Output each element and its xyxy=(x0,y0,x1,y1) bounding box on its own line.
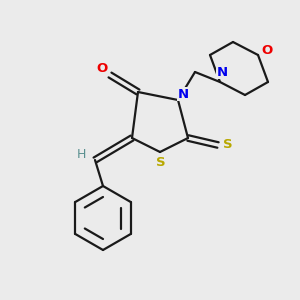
Text: N: N xyxy=(216,65,228,79)
Text: H: H xyxy=(76,148,86,161)
Text: N: N xyxy=(177,88,189,100)
Text: S: S xyxy=(223,139,233,152)
Text: O: O xyxy=(261,44,273,56)
Text: O: O xyxy=(96,61,108,74)
Text: S: S xyxy=(156,157,166,169)
